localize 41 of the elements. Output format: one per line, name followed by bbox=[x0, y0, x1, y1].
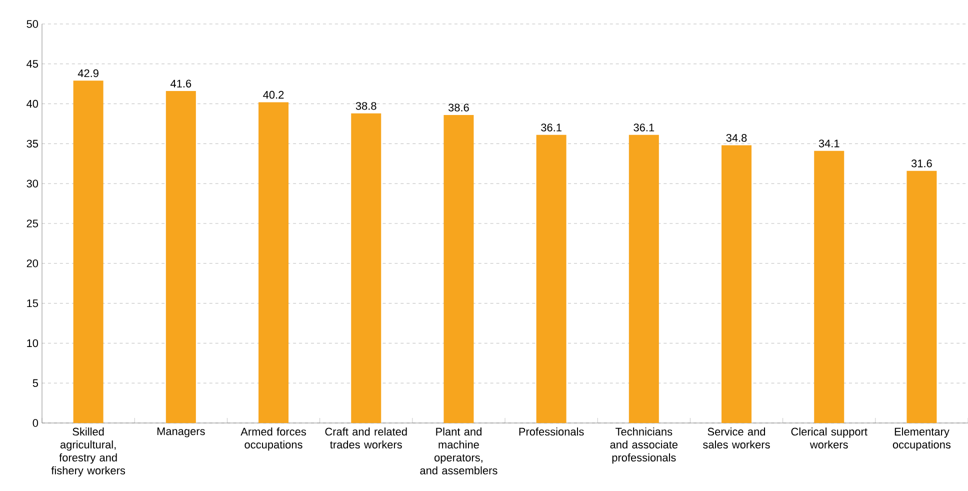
data-label: 34.8 bbox=[726, 134, 747, 142]
x-tick-label: Technicians and associate professionals bbox=[610, 428, 678, 464]
x-tick-label: Service and sales workers bbox=[703, 428, 770, 449]
bar bbox=[166, 91, 196, 423]
data-label: 38.6 bbox=[448, 104, 469, 112]
data-label: 34.1 bbox=[818, 140, 840, 148]
y-tick-label: 30 bbox=[26, 180, 38, 188]
x-tick-label: Professionals bbox=[519, 428, 584, 436]
bar bbox=[73, 80, 104, 423]
y-tick-label: 0 bbox=[32, 419, 38, 427]
x-tick-label: Clerical support workers bbox=[791, 428, 868, 449]
y-tick-label: 35 bbox=[26, 140, 38, 148]
y-tick-label: 50 bbox=[26, 20, 38, 28]
x-tick-label: Managers bbox=[157, 428, 205, 438]
y-tick-label: 40 bbox=[26, 100, 38, 108]
data-label: 36.1 bbox=[634, 124, 654, 132]
y-tick-label: 5 bbox=[32, 379, 38, 387]
bar bbox=[351, 113, 382, 423]
data-label: 40.2 bbox=[263, 90, 284, 99]
bar bbox=[536, 134, 566, 423]
y-tick-label: 15 bbox=[27, 299, 38, 308]
data-label: 36.1 bbox=[541, 124, 562, 132]
bar bbox=[258, 102, 289, 423]
data-label: 42.9 bbox=[78, 69, 98, 78]
x-tick-label: Craft and related trades workers bbox=[325, 428, 407, 449]
x-tick-label: Plant and machine operators, and assemblers bbox=[420, 428, 498, 474]
bar bbox=[722, 145, 752, 423]
bar bbox=[906, 170, 937, 423]
data-label: 31.6 bbox=[911, 160, 932, 168]
bar bbox=[628, 134, 659, 423]
bar bbox=[444, 114, 474, 423]
y-tick-label: 45 bbox=[26, 60, 38, 68]
x-tick-label: Skilled agricultural, forestry and fishery workers bbox=[51, 428, 126, 477]
y-tick-label: 10 bbox=[27, 339, 38, 348]
bar bbox=[814, 150, 844, 423]
x-tick-label: Armed forces occupations bbox=[240, 428, 306, 451]
y-tick-label: 20 bbox=[26, 260, 38, 268]
x-tick-label: Elementary occupations bbox=[892, 428, 951, 451]
data-label: 41.6 bbox=[170, 80, 192, 88]
data-label: 38.8 bbox=[356, 102, 376, 110]
y-tick-label: 25 bbox=[26, 220, 38, 228]
